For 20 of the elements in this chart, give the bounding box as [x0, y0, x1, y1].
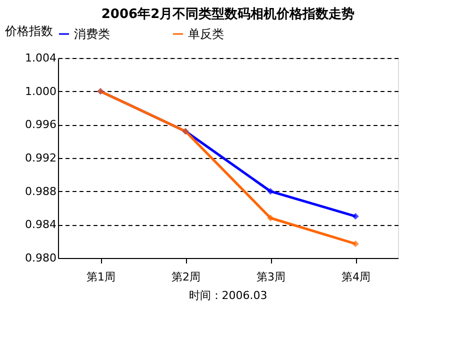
x-tick-label: 第4周 — [342, 270, 370, 284]
point — [352, 212, 359, 220]
legend-label: 消费类 — [74, 27, 110, 41]
point — [267, 214, 274, 222]
chart-title: 2006年2月不同类型数码相机价格指数走势 — [101, 6, 355, 22]
y-tick-label: 0.996 — [25, 118, 56, 132]
x-tick-label: 第2周 — [172, 270, 200, 284]
y-tick-label: 0.992 — [25, 152, 56, 164]
y-axis-title: 价格指数 — [4, 24, 53, 38]
x-tick-label: 第1周 — [86, 270, 116, 284]
point — [352, 240, 359, 248]
text: 时间：2006.03 — [188, 289, 268, 302]
y-tick-label: 1.000 — [25, 84, 56, 98]
legend-label: 单反类 — [188, 27, 224, 41]
y-tick-label: 0.980 — [25, 252, 56, 264]
y-tick-label: 0.984 — [25, 218, 56, 232]
point — [267, 188, 274, 195]
y-tick-label: 1.004 — [25, 52, 56, 64]
y-tick-label: 0.988 — [25, 184, 56, 198]
x-tick-label: 第3周 — [256, 270, 286, 284]
